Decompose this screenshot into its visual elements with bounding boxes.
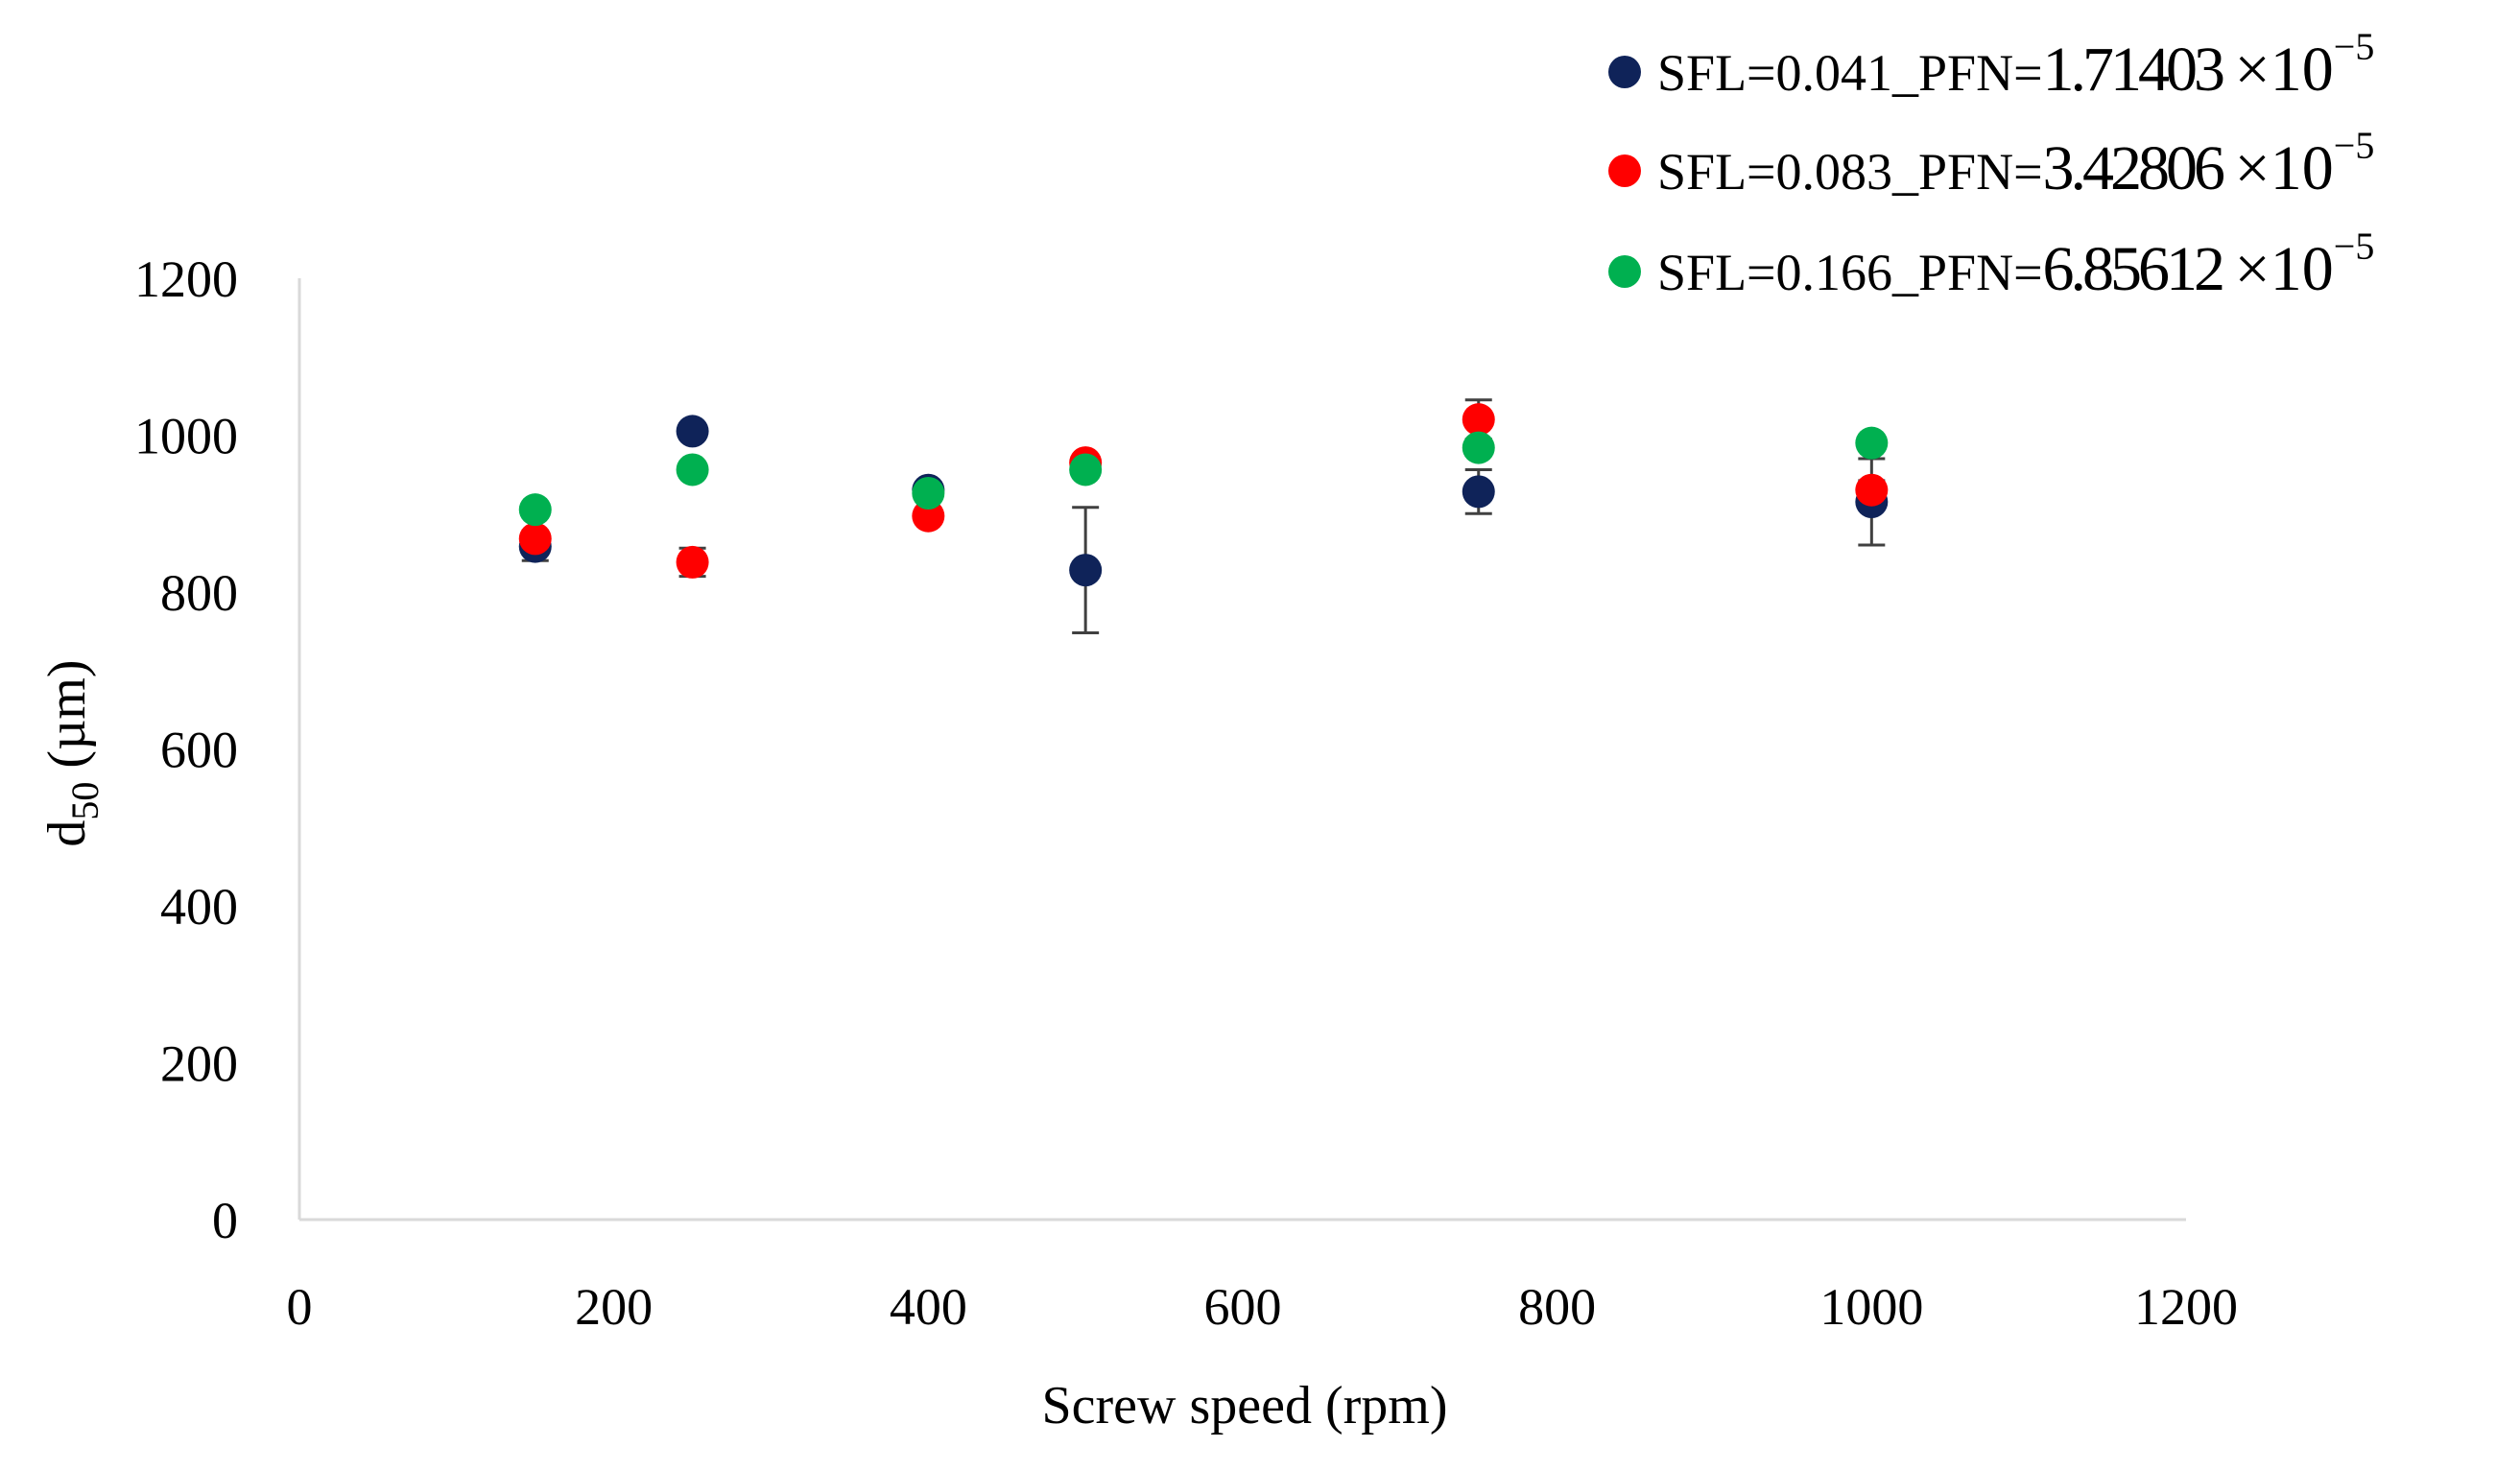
data-point-series-3 [518, 493, 552, 527]
data-point-series-1 [1069, 554, 1103, 587]
y-tick-label: 1200 [134, 250, 238, 308]
legend-label: SFL=0.166_PFN=6.85612 ×10−5 [1657, 225, 2374, 304]
x-tick-label: 1200 [2134, 1278, 2238, 1336]
legend-entry: SFL=0.083_PFN=3.42806 ×10−5 [1608, 124, 2374, 203]
legend: SFL=0.041_PFN=1.71403 ×10−5 SFL=0.083_PFN… [1608, 25, 2374, 304]
data-point-series-2 [1855, 473, 1889, 507]
data-point-series-3 [912, 476, 945, 510]
x-tick-label: 600 [1204, 1278, 1282, 1336]
data-point-series-2 [676, 545, 709, 579]
axes: 0 200 400 600 800 1000 1200 0 200 400 600 800 1000 12… [134, 250, 2238, 1336]
x-tick-label: 200 [575, 1278, 653, 1336]
y-tick-label: 600 [160, 722, 238, 779]
x-tick-label: 1000 [1819, 1278, 1923, 1336]
y-tick-label: 800 [160, 564, 238, 622]
data-point-series-3 [1462, 431, 1495, 464]
data-point-series-2 [518, 522, 552, 556]
data-point-series-3 [1069, 453, 1103, 486]
data-point-series-2 [1462, 403, 1495, 437]
x-tick-label: 400 [890, 1278, 967, 1336]
y-axis-title: d50 (µm) [37, 659, 107, 846]
x-axis-title: Screw speed (rpm) [1042, 1376, 1448, 1435]
x-tick-label: 800 [1518, 1278, 1596, 1336]
legend-label: SFL=0.083_PFN=3.42806 ×10−5 [1657, 124, 2374, 203]
y-tick-label: 400 [160, 878, 238, 936]
y-tick-label: 0 [212, 1192, 238, 1249]
x-tick-label: 0 [287, 1278, 313, 1336]
legend-marker [1608, 154, 1641, 187]
data-point-series-2 [912, 499, 945, 533]
legend-entry: SFL=0.041_PFN=1.71403 ×10−5 [1608, 25, 2374, 105]
data-point-series-3 [676, 453, 709, 486]
data-point-series-3 [1855, 426, 1889, 460]
legend-label: SFL=0.041_PFN=1.71403 ×10−5 [1657, 25, 2374, 105]
legend-entry: SFL=0.166_PFN=6.85612 ×10−5 [1608, 225, 2374, 304]
data-point-series-1 [676, 415, 709, 448]
data-points [518, 403, 1889, 587]
y-axis-title-main: d [37, 820, 97, 847]
data-point-series-1 [1462, 475, 1495, 509]
y-tick-label: 200 [160, 1035, 238, 1093]
y-tick-label: 1000 [134, 408, 238, 465]
y-axis-title-unit: (µm) [37, 659, 97, 781]
legend-marker [1608, 56, 1641, 88]
legend-marker [1608, 255, 1641, 288]
error-bars [521, 398, 1886, 635]
y-axis-title-subscript: 50 [63, 782, 107, 820]
